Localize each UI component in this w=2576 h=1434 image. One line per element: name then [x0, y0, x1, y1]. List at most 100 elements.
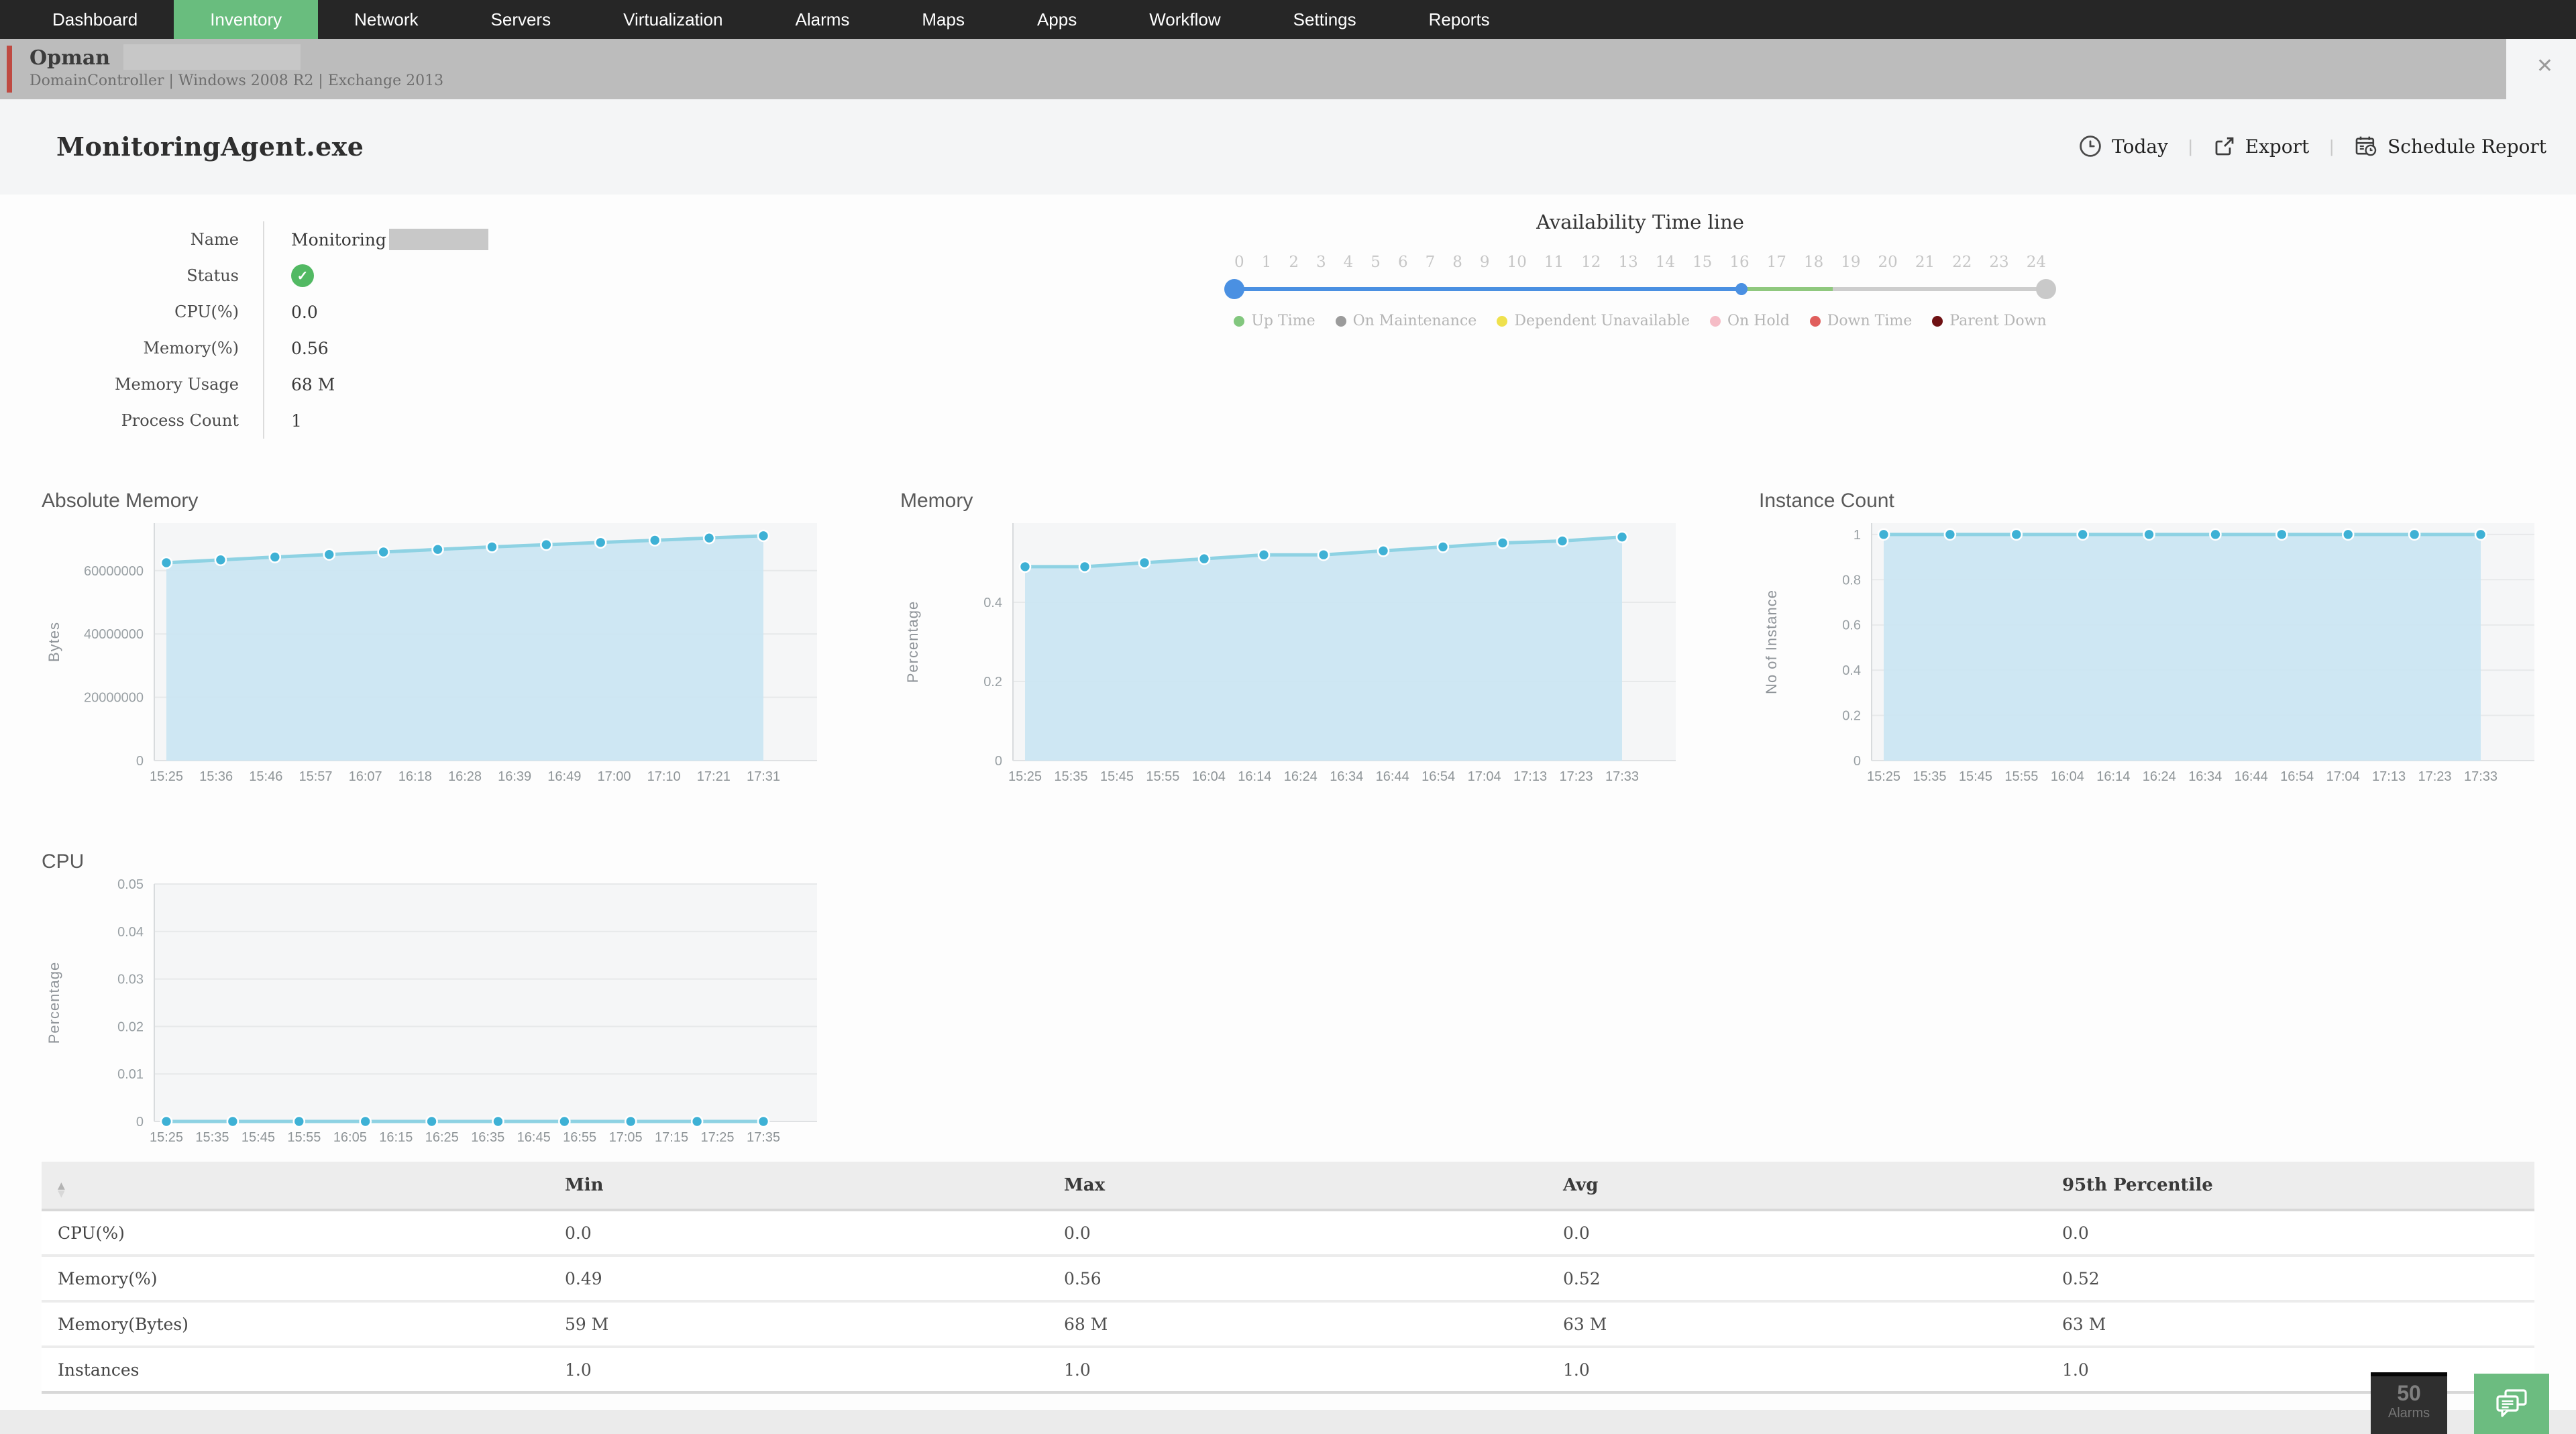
data-point[interactable] — [1197, 552, 1211, 565]
data-point[interactable] — [323, 548, 336, 561]
calendar-clock-icon — [2355, 136, 2377, 156]
data-point[interactable] — [1317, 548, 1330, 561]
data-point[interactable] — [431, 543, 444, 556]
data-point[interactable] — [1377, 544, 1390, 557]
data-point[interactable] — [425, 1115, 438, 1128]
chart-title: Absolute Memory — [42, 490, 199, 512]
data-point[interactable] — [377, 545, 390, 559]
timeline-tick: 22 — [1952, 254, 1972, 271]
nav-item-network[interactable]: Network — [354, 9, 419, 30]
data-point[interactable] — [2341, 528, 2355, 541]
alarms-badge[interactable]: 50 Alarms — [2371, 1372, 2447, 1434]
nav-item-servers[interactable]: Servers — [490, 9, 551, 30]
schedule-report-button[interactable]: Schedule Report — [2354, 134, 2546, 158]
svg-text:16:05: 16:05 — [333, 1130, 367, 1145]
svg-text:17:00: 17:00 — [597, 769, 631, 784]
table-header-sort[interactable]: ▲ ▼ — [42, 1162, 565, 1210]
data-point[interactable] — [624, 1115, 637, 1128]
today-button[interactable]: Today — [2078, 134, 2168, 158]
close-icon[interactable]: ✕ — [2536, 55, 2553, 77]
data-point[interactable] — [160, 556, 173, 569]
nav-item-virtualization[interactable]: Virtualization — [623, 9, 723, 30]
data-point[interactable] — [359, 1115, 372, 1128]
timeline-tick: 13 — [1618, 254, 1638, 271]
data-point[interactable] — [2275, 528, 2288, 541]
nav-item-apps[interactable]: Apps — [1036, 9, 1077, 30]
timeline-handle[interactable] — [1224, 279, 1244, 299]
data-point[interactable] — [1138, 556, 1151, 569]
table-header-95th-percentile[interactable]: 95th Percentile — [2062, 1162, 2534, 1210]
data-point[interactable] — [2076, 528, 2089, 541]
svg-text:16:55: 16:55 — [563, 1130, 596, 1145]
metric-value: 59 M — [565, 1300, 1064, 1347]
data-point[interactable] — [2474, 528, 2487, 541]
data-point[interactable] — [486, 541, 498, 553]
info-value-text: 0.56 — [291, 338, 329, 358]
info-label-process-count: Process Count — [121, 411, 239, 430]
chat-button[interactable] — [2474, 1374, 2549, 1434]
page-header: MonitoringAgent.exe Today | Export | Sch… — [0, 99, 2576, 195]
status-up-icon: ✓ — [291, 264, 314, 287]
data-point[interactable] — [540, 538, 553, 551]
data-point[interactable] — [690, 1115, 704, 1128]
svg-text:15:45: 15:45 — [241, 1130, 275, 1145]
data-point[interactable] — [757, 1115, 770, 1128]
info-value-process-count: 1 — [263, 402, 665, 439]
svg-text:Percentage: Percentage — [904, 601, 921, 683]
timeline-handle[interactable] — [1735, 283, 1748, 295]
data-point[interactable] — [648, 534, 661, 547]
data-point[interactable] — [2408, 528, 2421, 541]
data-point[interactable] — [226, 1115, 239, 1128]
data-point[interactable] — [1615, 531, 1629, 543]
metric-value: 0.52 — [1563, 1254, 2062, 1301]
svg-text:16:54: 16:54 — [2280, 769, 2314, 784]
nav-item-alarms[interactable]: Alarms — [795, 9, 850, 30]
table-header-max[interactable]: Max — [1064, 1162, 1563, 1210]
process-info-panel: Name Monitoring Status ✓ CPU(%) 0.0 Memory(%) 0… — [0, 221, 665, 439]
timeline-handle[interactable] — [2036, 279, 2056, 299]
data-point[interactable] — [702, 531, 716, 545]
timeline-tick: 2 — [1289, 254, 1299, 271]
nav-item-reports[interactable]: Reports — [1428, 9, 1490, 30]
data-point[interactable] — [1078, 560, 1091, 573]
data-point[interactable] — [1943, 528, 1957, 541]
data-point[interactable] — [292, 1115, 306, 1128]
metric-value: 1.0 — [1563, 1345, 2062, 1392]
svg-text:15:45: 15:45 — [1100, 769, 1134, 784]
table-header-avg[interactable]: Avg — [1563, 1162, 2062, 1210]
info-label-name: Name — [190, 230, 239, 249]
timeline-tick: 19 — [1841, 254, 1861, 271]
legend-item-dependent-unavailable: Dependent Unavailable — [1497, 313, 1690, 329]
data-point[interactable] — [1436, 541, 1450, 553]
data-point[interactable] — [1257, 548, 1271, 561]
data-point[interactable] — [1556, 535, 1569, 547]
timeline-tick: 15 — [1693, 254, 1713, 271]
data-point[interactable] — [492, 1115, 504, 1128]
svg-text:15:35: 15:35 — [1054, 769, 1087, 784]
data-point[interactable] — [1496, 537, 1509, 549]
chart-title: Memory — [900, 490, 973, 512]
data-point[interactable] — [214, 553, 227, 567]
nav-item-inventory[interactable]: Inventory — [174, 0, 319, 39]
data-point[interactable] — [2010, 528, 2023, 541]
table-header-min[interactable]: Min — [565, 1162, 1064, 1210]
data-point[interactable] — [160, 1115, 173, 1128]
legend-dot — [1932, 315, 1943, 327]
nav-item-dashboard[interactable]: Dashboard — [52, 9, 138, 30]
table-row-cpu: CPU(%) 0.0 0.0 0.0 0.0 — [42, 1209, 2534, 1256]
charts-row: Absolute Memory 0 20000000 40000000 60000000… — [42, 490, 2537, 798]
legend-dot — [1497, 315, 1508, 327]
data-point[interactable] — [757, 529, 770, 543]
data-point[interactable] — [1877, 528, 1890, 541]
nav-item-maps[interactable]: Maps — [922, 9, 965, 30]
data-point[interactable] — [268, 551, 282, 563]
data-point[interactable] — [1018, 560, 1032, 573]
data-point[interactable] — [558, 1115, 571, 1128]
nav-item-workflow[interactable]: Workflow — [1149, 9, 1221, 30]
data-point[interactable] — [2143, 528, 2155, 541]
data-point[interactable] — [2209, 528, 2222, 541]
data-point[interactable] — [594, 536, 607, 549]
export-button[interactable]: Export — [2213, 135, 2309, 158]
nav-item-settings[interactable]: Settings — [1293, 9, 1356, 30]
